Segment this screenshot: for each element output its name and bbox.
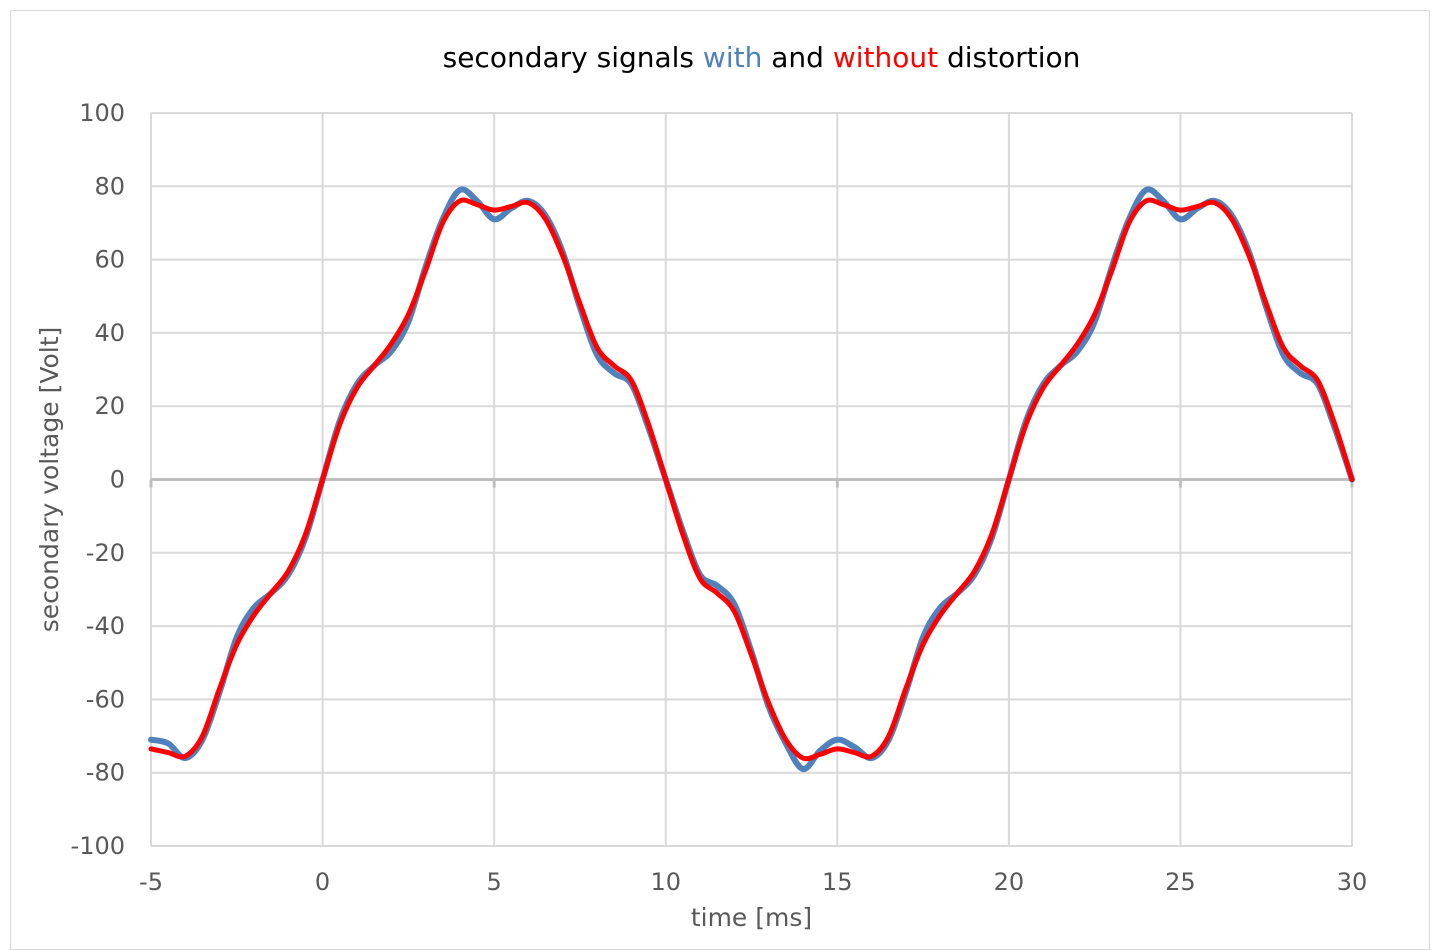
y-tick-label: 40 [94,319,125,347]
axes [149,478,1354,488]
y-tick-label: 20 [94,392,125,420]
y-tick-label: 0 [110,466,125,494]
y-tick-label: 100 [79,99,125,127]
chart-title: secondary signals with and without disto… [443,41,1081,74]
x-tick-label: -5 [139,868,163,896]
y-axis-label: secondary voltage [Volt] [35,327,64,633]
y-tick-label: 80 [94,172,125,200]
title-part-0: secondary signals [443,41,703,74]
x-tick-label: 10 [650,868,681,896]
y-tick-label: -40 [86,612,125,640]
tick-labels: 100 80 60 40 20 0 -20 -40 -60 -80 -100 -5 0 5 10 15 20 25… [71,99,1368,896]
title-part-4: distortion [938,41,1080,74]
x-tick-label: 20 [994,868,1025,896]
y-tick-label: -80 [86,759,125,787]
title-part-3: without [833,41,938,74]
series-line-1 [148,197,1355,762]
y-tick-label: 60 [94,246,125,274]
x-axis-label: time [ms] [691,903,812,932]
y-tick-label: -20 [86,539,125,567]
title-part-1: with [703,41,762,74]
y-tick-label: -100 [71,832,125,860]
title-part-2: and [762,41,832,74]
x-tick-label: 0 [315,868,330,896]
x-tick-label: 5 [487,868,502,896]
x-tick-label: 30 [1337,868,1368,896]
x-tick-label: 15 [822,868,853,896]
series-lines [148,186,1355,773]
x-tick-label: 25 [1165,868,1196,896]
y-tick-label: -60 [86,685,125,713]
